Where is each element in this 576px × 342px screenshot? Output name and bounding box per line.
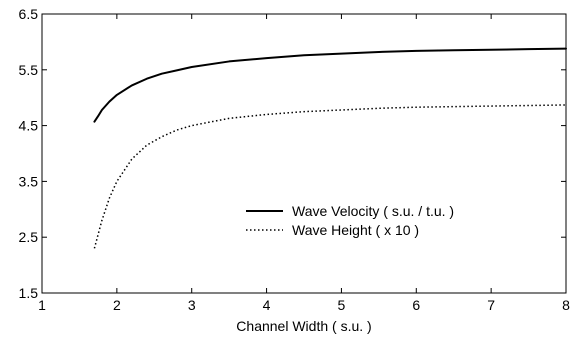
legend: Wave Velocity ( s.u. / t.u. ) Wave Heigh… — [246, 203, 454, 238]
y-axis-ticks: 1.5 2.5 3.5 4.5 5.5 6.5 — [19, 6, 566, 301]
legend-label-wave-velocity: Wave Velocity ( s.u. / t.u. ) — [292, 203, 454, 219]
legend-label-wave-height: Wave Height ( x 10 ) — [292, 222, 419, 238]
x-tick-label: 4 — [263, 297, 271, 313]
series-line-wave-velocity — [93, 47, 567, 123]
y-tick-label: 2.5 — [19, 229, 39, 245]
y-tick-label: 5.5 — [19, 62, 39, 78]
x-axis-ticks: 1 2 3 4 5 6 7 8 — [38, 14, 570, 313]
x-axis-label: Channel Width ( s.u. ) — [236, 318, 371, 334]
x-tick-label: 7 — [487, 297, 495, 313]
y-tick-label: 4.5 — [19, 118, 39, 134]
plot-area-frame — [41, 13, 567, 294]
series-line-wave-height — [93, 104, 567, 249]
x-tick-label: 1 — [38, 297, 46, 313]
x-tick-label: 2 — [113, 297, 121, 313]
y-tick-label: 1.5 — [19, 285, 39, 301]
y-tick-label: 3.5 — [19, 173, 39, 189]
x-tick-label: 3 — [188, 297, 196, 313]
series-layer — [93, 47, 567, 249]
y-tick-label: 6.5 — [19, 6, 39, 22]
x-tick-label: 8 — [562, 297, 570, 313]
x-tick-label: 5 — [338, 297, 346, 313]
x-tick-label: 6 — [412, 297, 420, 313]
